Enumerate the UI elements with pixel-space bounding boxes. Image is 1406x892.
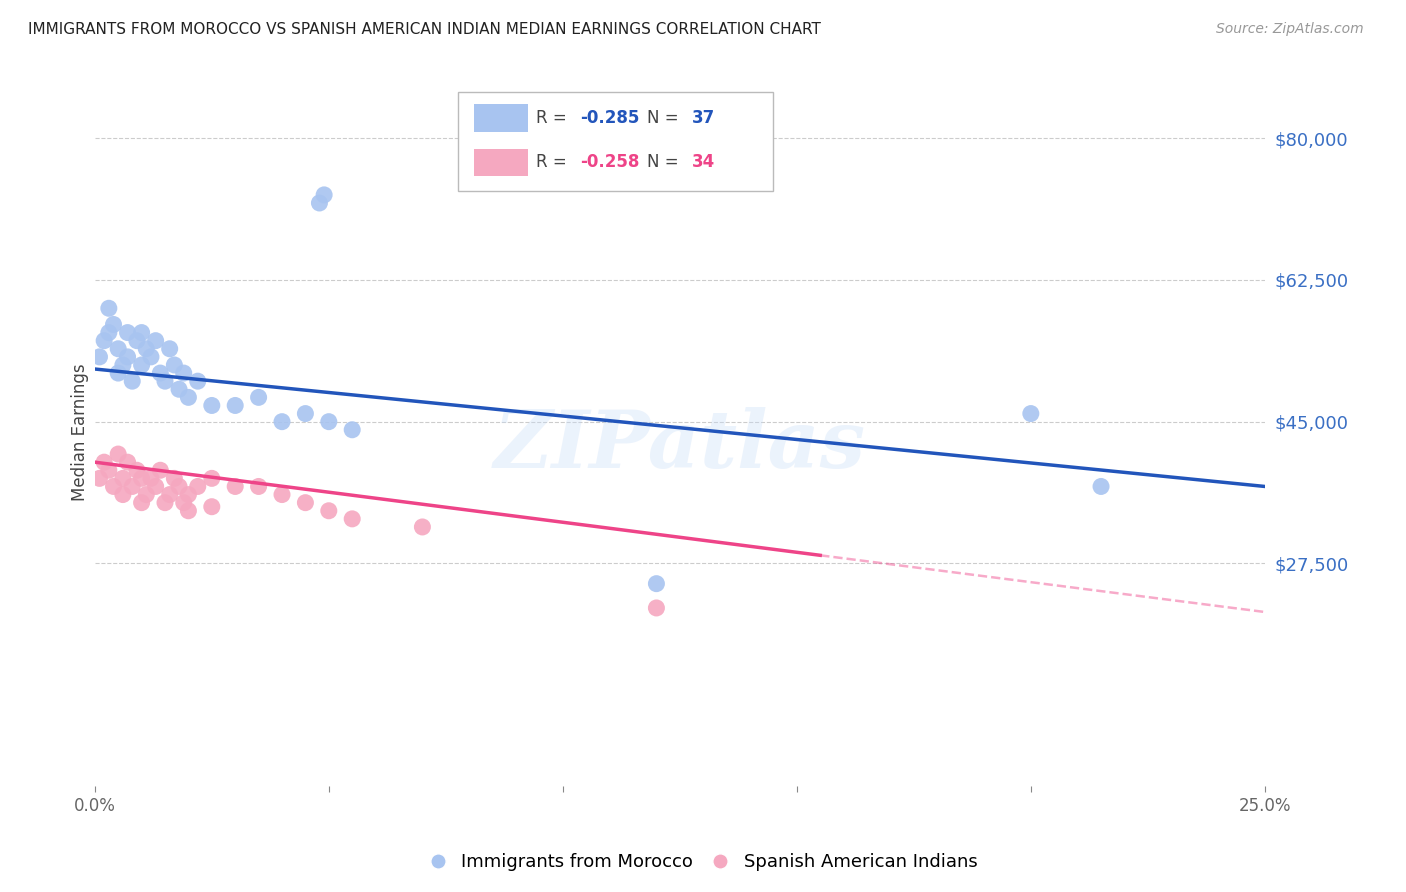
Point: [131, 358, 153, 372]
Point: [318, 504, 340, 518]
Text: N =: N =: [647, 109, 683, 127]
Point: [271, 415, 294, 429]
Point: [93, 455, 115, 469]
Point: [89, 350, 111, 364]
Point: [411, 520, 433, 534]
Point: [187, 374, 209, 388]
Y-axis label: Median Earnings: Median Earnings: [72, 363, 89, 500]
Point: [117, 326, 139, 340]
Point: [125, 463, 148, 477]
Point: [342, 512, 364, 526]
Point: [177, 504, 200, 518]
Point: [271, 487, 294, 501]
Point: [117, 350, 139, 364]
Point: [125, 334, 148, 348]
Point: [107, 366, 129, 380]
Text: N =: N =: [647, 153, 683, 171]
Point: [131, 326, 153, 340]
FancyBboxPatch shape: [457, 92, 773, 191]
Point: [645, 601, 668, 615]
Point: [318, 415, 340, 429]
Point: [163, 358, 186, 372]
FancyBboxPatch shape: [474, 149, 527, 177]
Text: -0.285: -0.285: [581, 109, 640, 127]
Point: [224, 479, 246, 493]
FancyBboxPatch shape: [474, 104, 527, 132]
Point: [167, 382, 190, 396]
Text: ZIPatlas: ZIPatlas: [494, 408, 866, 484]
Legend: Immigrants from Morocco, Spanish American Indians: Immigrants from Morocco, Spanish America…: [422, 847, 984, 879]
Text: IMMIGRANTS FROM MOROCCO VS SPANISH AMERICAN INDIAN MEDIAN EARNINGS CORRELATION C: IMMIGRANTS FROM MOROCCO VS SPANISH AMERI…: [28, 22, 821, 37]
Point: [111, 471, 134, 485]
Point: [177, 487, 200, 501]
Point: [645, 576, 668, 591]
Point: [117, 455, 139, 469]
Point: [201, 471, 224, 485]
Point: [121, 479, 143, 493]
Point: [342, 423, 364, 437]
Point: [153, 374, 176, 388]
Point: [89, 471, 111, 485]
Point: [97, 301, 120, 316]
Text: 37: 37: [692, 109, 714, 127]
Point: [177, 390, 200, 404]
Text: R =: R =: [536, 153, 572, 171]
Text: 34: 34: [692, 153, 714, 171]
Point: [135, 342, 157, 356]
Point: [314, 187, 336, 202]
Point: [97, 326, 120, 340]
Point: [111, 358, 134, 372]
Point: [93, 334, 115, 348]
Point: [111, 487, 134, 501]
Text: Source: ZipAtlas.com: Source: ZipAtlas.com: [1216, 22, 1364, 37]
Point: [224, 399, 246, 413]
Point: [107, 342, 129, 356]
Point: [201, 399, 224, 413]
Point: [247, 479, 270, 493]
Point: [145, 334, 167, 348]
Point: [97, 463, 120, 477]
Point: [131, 471, 153, 485]
Point: [173, 366, 195, 380]
Point: [294, 496, 316, 510]
Point: [103, 479, 125, 493]
Point: [201, 500, 224, 514]
Point: [135, 487, 157, 501]
Point: [131, 496, 153, 510]
Point: [153, 496, 176, 510]
Point: [187, 479, 209, 493]
Point: [1090, 479, 1112, 493]
Point: [159, 487, 181, 501]
Point: [163, 471, 186, 485]
Text: -0.258: -0.258: [581, 153, 640, 171]
Point: [145, 479, 167, 493]
Point: [139, 471, 162, 485]
Point: [247, 390, 270, 404]
Text: R =: R =: [536, 109, 572, 127]
Point: [103, 318, 125, 332]
Point: [173, 496, 195, 510]
Point: [308, 196, 330, 211]
Point: [167, 479, 190, 493]
Point: [294, 407, 316, 421]
Point: [159, 342, 181, 356]
Point: [149, 366, 172, 380]
Point: [1019, 407, 1042, 421]
Point: [121, 374, 143, 388]
Point: [139, 350, 162, 364]
Point: [107, 447, 129, 461]
Point: [149, 463, 172, 477]
